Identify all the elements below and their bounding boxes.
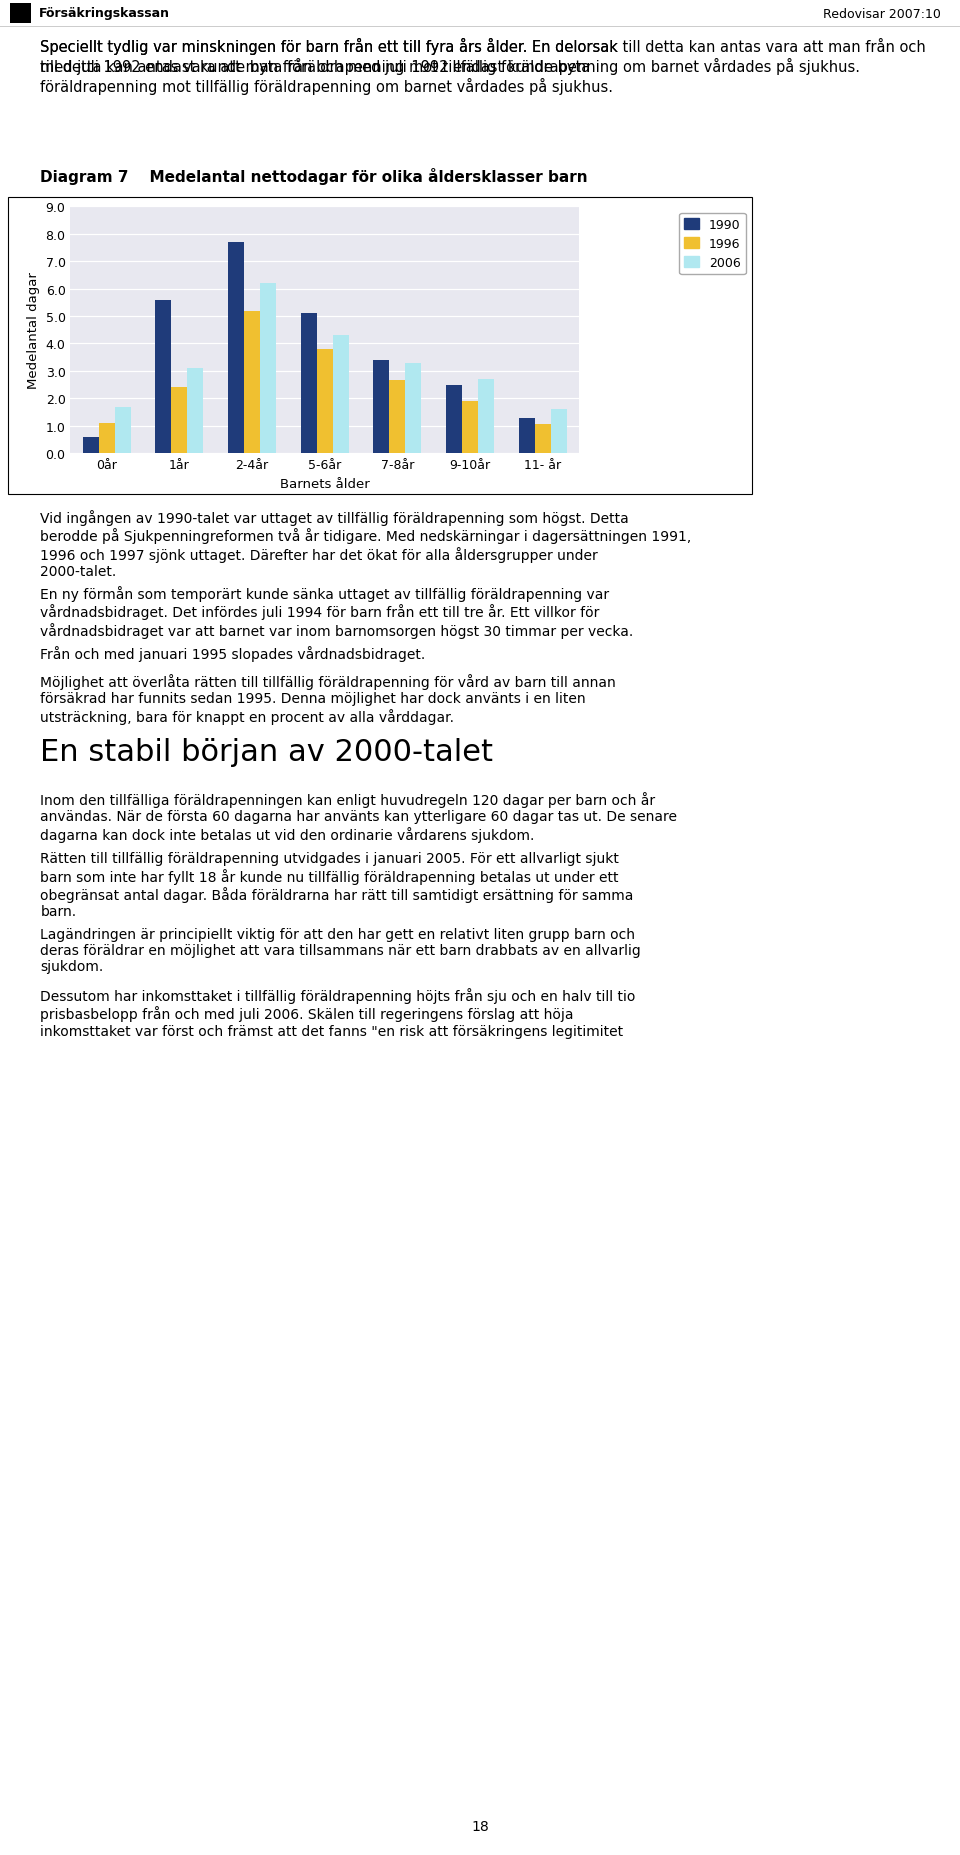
Bar: [187, 369, 204, 454]
Bar: [405, 364, 421, 454]
Bar: [10, 4, 31, 24]
Bar: [244, 312, 260, 454]
Bar: [535, 425, 551, 454]
Text: En stabil början av 2000-talet: En stabil början av 2000-talet: [40, 738, 493, 766]
Legend: 1990, 1996, 2006: 1990, 1996, 2006: [679, 213, 746, 275]
Bar: [478, 380, 494, 454]
Bar: [446, 386, 462, 454]
Text: Diagram 7    Medelantal nettodagar för olika åldersklasser barn: Diagram 7 Medelantal nettodagar för olik…: [40, 169, 588, 186]
Text: Försäkringskassan: Försäkringskassan: [38, 7, 169, 20]
Text: Möjlighet att överlåta rätten till tillfällig föräldrapenning för vård av barn t: Möjlighet att överlåta rätten till tillf…: [40, 673, 616, 723]
Text: Vid ingången av 1990-talet var uttaget av tillfällig föräldrapenning som högst. : Vid ingången av 1990-talet var uttaget a…: [40, 510, 691, 579]
Text: Rätten till tillfällig föräldrapenning utvidgades i januari 2005. För ett allvar: Rätten till tillfällig föräldrapenning u…: [40, 851, 634, 918]
Bar: [317, 351, 333, 454]
Text: En ny förmån som temporärt kunde sänka uttaget av tillfällig föräldrapenning var: En ny förmån som temporärt kunde sänka u…: [40, 586, 634, 638]
Text: Dessutom har inkomsttaket i tillfällig föräldrapenning höjts från sju och en hal: Dessutom har inkomsttaket i tillfällig f…: [40, 987, 636, 1039]
Text: 18: 18: [471, 1818, 489, 1833]
Bar: [462, 403, 478, 454]
Bar: [99, 423, 115, 454]
Y-axis label: Medelantal dagar: Medelantal dagar: [27, 273, 40, 390]
Text: Från och med januari 1995 slopades vårdnadsbidraget.: Från och med januari 1995 slopades vårdn…: [40, 646, 425, 662]
Bar: [551, 410, 566, 454]
Bar: [156, 301, 172, 454]
Bar: [260, 284, 276, 454]
X-axis label: Barnets ålder: Barnets ålder: [280, 477, 370, 490]
Text: Lagändringen är principiellt viktig för att den har gett en relativt liten grupp: Lagändringen är principiellt viktig för …: [40, 928, 641, 974]
Bar: [228, 243, 244, 454]
Text: Inom den tillfälliga föräldrapenningen kan enligt huvudregeln 120 dagar per barn: Inom den tillfälliga föräldrapenningen k…: [40, 792, 678, 842]
Bar: [333, 336, 348, 454]
Bar: [115, 408, 131, 454]
Text: Speciellt tydlig var minskningen för barn från ett till fyra års ålder. En delor: Speciellt tydlig var minskningen för bar…: [40, 37, 618, 95]
Bar: [373, 360, 390, 454]
Bar: [300, 313, 317, 454]
Text: Speciellt tydlig var minskningen för barn från ett till fyra års ålder. En delor: Speciellt tydlig var minskningen för bar…: [40, 37, 926, 74]
Bar: [83, 438, 99, 454]
Bar: [172, 388, 187, 454]
Bar: [390, 382, 405, 454]
Bar: [518, 417, 535, 454]
Text: Redovisar 2007:10: Redovisar 2007:10: [823, 7, 941, 20]
